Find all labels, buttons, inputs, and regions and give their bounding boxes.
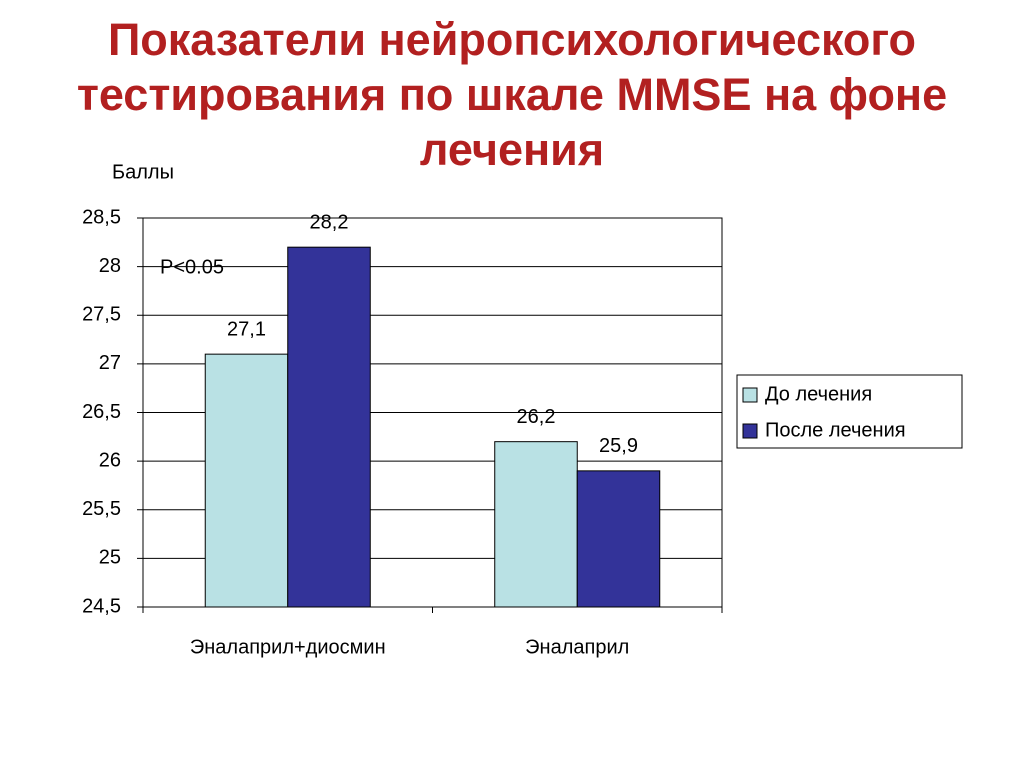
legend-swatch xyxy=(742,423,758,439)
y-tick-label: 25 xyxy=(99,547,121,569)
bar xyxy=(204,353,289,608)
bar xyxy=(494,441,578,608)
y-tick-label: 28 xyxy=(99,255,121,277)
y-tick-label: 25,5 xyxy=(82,498,121,520)
legend-swatch xyxy=(742,387,758,403)
value-label: 27,1 xyxy=(227,318,266,340)
value-label: 28,2 xyxy=(310,211,349,233)
y-axis-label: Баллы xyxy=(112,161,174,183)
value-label: 26,2 xyxy=(517,406,556,428)
x-tick-label: Эналаприл+диосмин xyxy=(190,636,386,658)
y-tick-label: 26,5 xyxy=(82,401,121,423)
annotation: P<0.05 xyxy=(160,256,224,278)
chart-title: Показатели нейропсихологического тестиро… xyxy=(76,14,948,175)
y-tick-label: 24,5 xyxy=(82,595,121,617)
legend-box xyxy=(736,374,963,449)
bar xyxy=(287,246,371,608)
legend-label: До лечения xyxy=(765,383,872,405)
x-tick-label: Эналаприл xyxy=(525,636,629,658)
y-tick-label: 28,5 xyxy=(82,206,121,228)
value-label: 25,9 xyxy=(599,435,638,457)
bar xyxy=(576,470,661,608)
legend-label: После лечения xyxy=(765,419,906,441)
y-tick-label: 26 xyxy=(99,449,121,471)
y-tick-label: 27,5 xyxy=(82,304,121,326)
y-tick-label: 27 xyxy=(99,352,121,374)
